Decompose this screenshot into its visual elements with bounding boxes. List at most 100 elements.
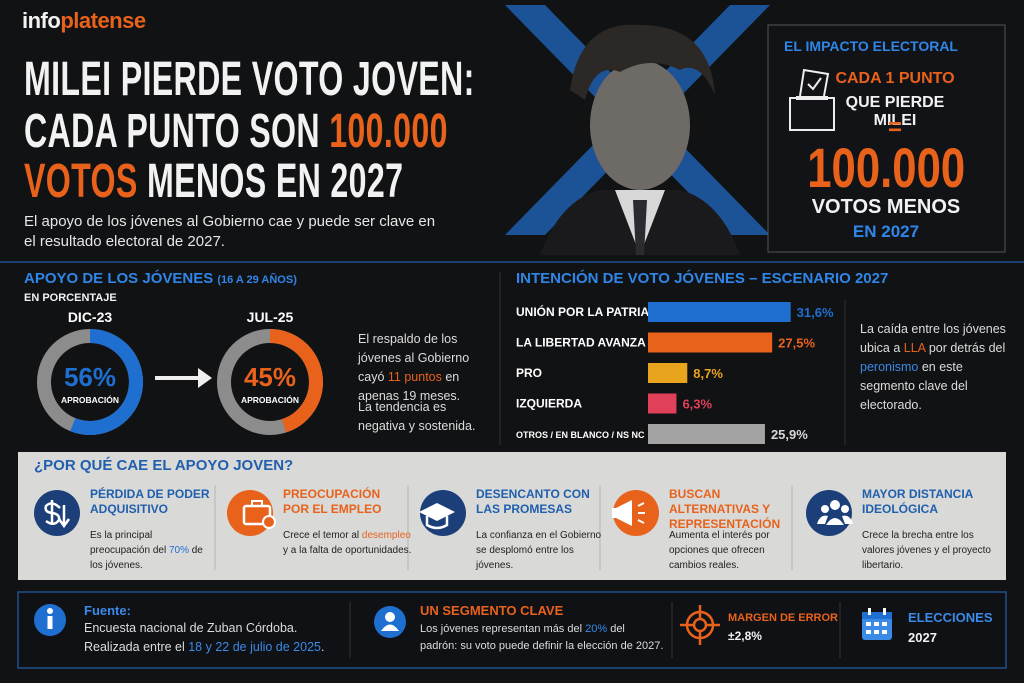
text-run: La caída entre los jóvenes ubica a: [860, 322, 1006, 355]
text-run: 20%: [585, 623, 608, 635]
text-run: LLA: [903, 341, 926, 355]
text-run: en apenas 19 meses.: [358, 370, 461, 403]
why-icon: [34, 490, 80, 536]
why-item-text: Crece el temor al desempleo y a la falta…: [283, 528, 418, 558]
donut-note: El respaldo de los jóvenes al Gobierno c…: [358, 330, 488, 406]
subtitle: El apoyo de los jóvenes al Gobierno cae …: [24, 213, 436, 250]
section-subtitle: EN PORCENTAJE: [24, 292, 117, 304]
text-run: platense: [60, 8, 146, 33]
why-item-text: Crece la brecha entre los valores jóvene…: [862, 528, 997, 573]
bar: [648, 424, 765, 444]
footer-text: Los jóvenes representan más del 20% del …: [420, 621, 665, 655]
why-item-title: BUSCAN ALTERNATIVAS Y REPRESENTACIÓN: [669, 487, 781, 531]
bar-category: LA LIBERTAD AVANZA: [516, 336, 646, 350]
bar: [648, 302, 791, 322]
why-item-title: DESENCANTO CON LAS PROMESAS: [476, 487, 590, 516]
text-run: VOTOS: [24, 155, 138, 208]
headline-line: CADA PUNTO SON 100.000: [24, 108, 657, 156]
footer-title: UN SEGMENTO CLAVE: [420, 603, 564, 618]
bar: [648, 393, 677, 414]
bar-note: La caída entre los jóvenes ubica a LLA p…: [860, 320, 1010, 415]
headline-text: MILEI PIERDE VOTO JOVEN:: [24, 56, 475, 104]
impact-number-wrap: 100.000: [770, 140, 1002, 196]
bar-value: 8,7%: [693, 366, 723, 381]
text-run: y a la falta de oportunidades.: [283, 545, 412, 556]
impact-line: EN 2027: [852, 222, 920, 241]
impact-box: [767, 24, 1006, 253]
donut-value: 56%: [64, 362, 116, 392]
why-icon: [806, 490, 852, 536]
section-title-note: (16 A 29 AÑOS): [217, 274, 297, 286]
why-separators: [214, 485, 793, 570]
why-icon: [613, 490, 659, 536]
text-run: La confianza en el Gobierno se desplomó …: [476, 530, 602, 571]
text-run: info: [22, 8, 61, 33]
text-run: .: [320, 640, 325, 654]
text-run: 100.000: [329, 105, 448, 158]
section-title: APOYO DE LOS JÓVENES (16 A 29 AÑOS): [24, 270, 297, 287]
bar-category: PRO: [516, 366, 542, 380]
impact-equals: =: [887, 114, 902, 141]
donut-inner-label: APROBACIÓN: [61, 394, 119, 405]
impact-number: 100.000: [807, 136, 965, 199]
text-run: Aumenta el interés por opciones que ofre…: [669, 530, 770, 571]
donut-label: DIC-23: [68, 309, 113, 325]
impact-line: CADA 1 PUNTO: [835, 70, 955, 87]
donut-arc: [217, 329, 323, 435]
tie: [633, 200, 647, 255]
why-item-text: La confianza en el Gobierno se desplomó …: [476, 528, 611, 573]
text-run: Los jóvenes representan más del: [420, 623, 586, 635]
text-run: desempleo: [361, 530, 411, 541]
bar-category: UNIÓN POR LA PATRIA: [516, 304, 649, 319]
bar-chart-title: INTENCIÓN DE VOTO JÓVENES – ESCENARIO 20…: [516, 270, 889, 287]
footer-title: Fuente:: [84, 603, 131, 618]
text-run: 70%: [168, 545, 189, 556]
text-run: 11 puntos: [387, 370, 442, 384]
donut-label: JUL-25: [247, 309, 294, 325]
text-run: Es la principal preocupación del: [90, 530, 169, 556]
text-run: Encuesta nacional de Zuban Córdoba. Real…: [84, 621, 298, 654]
footer-value: 2027: [908, 630, 937, 645]
bar-category: IZQUIERDA: [516, 397, 582, 411]
donut-value: 45%: [244, 362, 296, 392]
text-run: MENOS EN 2027: [137, 155, 404, 208]
footer-title: MARGEN DE ERROR: [728, 612, 839, 624]
footer-icons: [34, 604, 892, 645]
bar-value: 6,3%: [682, 397, 712, 412]
donut-inner-label: APROBACIÓN: [241, 394, 299, 405]
why-icon: [227, 490, 273, 536]
bar: [648, 332, 773, 353]
hair: [570, 24, 715, 100]
section-title-main: APOYO DE LOS JÓVENES: [24, 270, 214, 287]
why-item-text: Aumenta el interés por opciones que ofre…: [669, 528, 804, 573]
why-item-title: MAYOR DISTANCIA IDEOLÓGICA: [862, 487, 973, 516]
impact-line: QUE PIERDE MILEI: [845, 94, 945, 129]
donut-note: La tendencia es negativa y sostenida.: [358, 400, 476, 433]
ballot-icon: [789, 68, 835, 131]
donut-chart: DIC-23 56% APROBACIÓN JUL-25 45% APROBACIÓN: [37, 309, 323, 435]
footer-text: Encuesta nacional de Zuban Córdoba. Real…: [84, 619, 334, 657]
text-run: por detrás del: [925, 341, 1006, 355]
text-run: El respaldo de los jóvenes al Gobierno c…: [358, 332, 470, 384]
bar-category: OTROS / EN BLANCO / NS NC: [516, 430, 645, 440]
headline-text: CADA PUNTO SON 100.000: [24, 108, 448, 156]
headline-text: VOTOS MENOS EN 2027: [24, 158, 403, 206]
why-item-title: PREOCUPACIÓN POR EL EMPLEO: [283, 487, 382, 516]
brand: infoplatense: [22, 8, 146, 34]
headline-line: VOTOS MENOS EN 2027: [24, 158, 590, 206]
text-run: de los jóvenes.: [90, 545, 203, 571]
why-item-text: Es la principal preocupación del 70% de …: [90, 528, 210, 573]
text-run: Crece el temor al: [283, 530, 362, 541]
arrow: [155, 368, 212, 388]
text-run: en este segmento clave del electorado.: [860, 360, 968, 412]
text-run: 18 y 22 de julio de 2025: [188, 640, 321, 654]
footer-title: ELECCIONES: [908, 610, 993, 625]
donut-arc: [37, 329, 143, 435]
headline-line: MILEI PIERDE VOTO JOVEN:: [24, 56, 697, 104]
why-item-title: PÉRDIDA DE PODER ADQUISITIVO: [90, 487, 210, 516]
bar-value: 25,9%: [771, 427, 808, 442]
bar-value: 31,6%: [797, 305, 834, 320]
